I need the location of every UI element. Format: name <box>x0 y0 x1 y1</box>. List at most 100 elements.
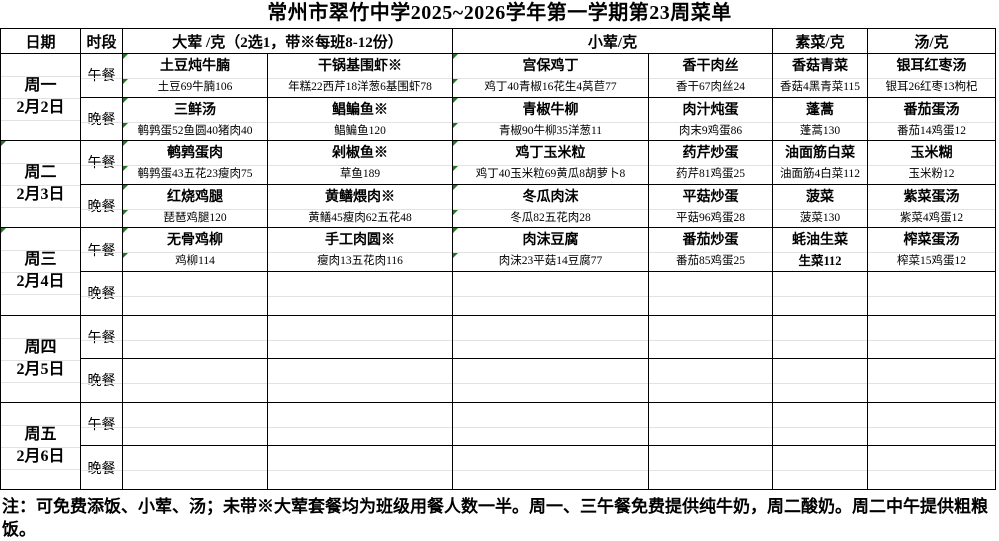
dish-cell[interactable] <box>123 359 268 403</box>
dish-cell[interactable]: 蓬蒿 蓬蒿130 <box>773 97 868 142</box>
dish-detail: 香菇4黑青菜115 <box>779 81 861 93</box>
dish-cell[interactable] <box>649 271 773 316</box>
dish-cell[interactable] <box>123 271 268 316</box>
dish-cell[interactable] <box>649 315 773 360</box>
meal-label: 晚餐 <box>87 374 116 390</box>
col-header-tang[interactable]: 汤/克 <box>868 29 996 54</box>
dish-cell[interactable]: 银耳红枣汤 银耳26红枣13枸杞 <box>868 54 996 98</box>
dish-cell[interactable] <box>123 315 268 360</box>
dish-cell[interactable] <box>268 271 453 316</box>
dish-cell[interactable] <box>268 359 453 403</box>
dish-cell[interactable] <box>649 446 773 490</box>
dish-cell[interactable]: 无骨鸡柳 鸡柳114 <box>123 228 268 272</box>
dish-cell[interactable] <box>868 359 996 403</box>
dish-cell[interactable] <box>268 315 453 360</box>
dish-cell[interactable]: 红烧鸡腿 琵琶鸡腿120 <box>123 184 268 229</box>
dish-cell[interactable]: 干锅基围虾※ 年糕22西芹18洋葱6基围虾78 <box>268 54 453 98</box>
date-cell[interactable]: 周一 2月2日 <box>1 54 81 142</box>
col-header-date[interactable]: 日期 <box>1 29 81 54</box>
date-cell[interactable]: 周四 2月5日 <box>1 315 81 403</box>
meal-label: 晚餐 <box>87 200 116 216</box>
dish-cell[interactable]: 青椒牛柳 青椒90牛柳35洋葱11 <box>453 97 649 142</box>
meal-cell[interactable]: 晚餐 <box>81 97 123 142</box>
dish-cell[interactable]: 肉汁炖蛋 肉末9鸡蛋86 <box>649 97 773 142</box>
dish-cell[interactable]: 油面筋白菜 油面筋4白菜112 <box>773 141 868 185</box>
dish-cell[interactable]: 黄鳝煨肉※ 黄鳝45瘦肉62五花48 <box>268 184 453 229</box>
dish-detail <box>123 383 267 401</box>
dish-cell[interactable]: 三鲜汤 鹌鹑蛋52鱼圆40猪肉40 <box>123 97 268 142</box>
meal-cell[interactable]: 午餐 <box>81 402 123 447</box>
dish-cell[interactable] <box>868 271 996 316</box>
dish-cell[interactable]: 香菇青菜 香菇4黑青菜115 <box>773 54 868 98</box>
meal-cell[interactable]: 晚餐 <box>81 271 123 316</box>
dish-cell[interactable]: 玉米糊 玉米粉12 <box>868 141 996 185</box>
dish-cell[interactable] <box>773 271 868 316</box>
dish-cell[interactable] <box>773 446 868 490</box>
dish-detail: 黄鳝45瘦肉62五花48 <box>308 211 412 224</box>
dish-name <box>123 272 267 296</box>
dish-cell[interactable] <box>123 402 268 447</box>
dish-cell[interactable]: 鲳鳊鱼※ 鲳鳊鱼120 <box>268 97 453 142</box>
dish-cell[interactable] <box>453 271 649 316</box>
col-header-time[interactable]: 时段 <box>81 29 123 54</box>
dish-cell[interactable] <box>268 446 453 490</box>
dish-cell[interactable]: 土豆炖牛腩 土豆69牛腩106 <box>123 54 268 98</box>
meal-cell[interactable]: 午餐 <box>81 54 123 98</box>
dish-cell[interactable] <box>868 315 996 360</box>
dish-name: 黄鳝煨肉※ <box>325 189 395 205</box>
dish-cell[interactable]: 香干肉丝 香干67肉丝24 <box>649 54 773 98</box>
dish-cell[interactable]: 冬瓜肉沫 冬瓜82五花肉28 <box>453 184 649 229</box>
meal-label: 晚餐 <box>87 461 116 477</box>
dish-cell[interactable]: 紫菜蛋汤 紫菜4鸡蛋12 <box>868 184 996 229</box>
col-header-dahun[interactable]: 大荤 /克（2选1，带※每班8-12份） <box>123 29 453 54</box>
date-cell[interactable]: 周二 2月3日 <box>1 141 81 229</box>
meal-cell[interactable]: 午餐 <box>81 315 123 360</box>
dish-cell[interactable] <box>453 359 649 403</box>
date-cell[interactable]: 周三 2月4日 <box>1 228 81 316</box>
dish-cell[interactable] <box>453 315 649 360</box>
dish-cell[interactable]: 手工肉圆※ 瘦肉13五花肉116 <box>268 228 453 272</box>
dish-name <box>773 403 867 427</box>
dish-cell[interactable] <box>453 446 649 490</box>
dish-cell[interactable]: 菠菜 菠菜130 <box>773 184 868 229</box>
dish-cell[interactable]: 番茄炒蛋 番茄85鸡蛋25 <box>649 228 773 272</box>
meal-cell[interactable]: 午餐 <box>81 228 123 272</box>
dish-cell[interactable]: 药芹炒蛋 药芹81鸡蛋25 <box>649 141 773 185</box>
day-label: 周五 <box>24 425 57 443</box>
dish-cell[interactable] <box>268 402 453 447</box>
dish-cell[interactable] <box>773 402 868 447</box>
dish-detail: 油面筋4白菜112 <box>779 168 861 181</box>
gridline <box>1 337 80 339</box>
dish-cell[interactable]: 平菇炒蛋 平菇96鸡蛋28 <box>649 184 773 229</box>
dish-detail <box>773 383 867 401</box>
dish-cell[interactable] <box>868 446 996 490</box>
dish-cell[interactable]: 肉沫豆腐 肉沫23平菇14豆腐77 <box>453 228 649 272</box>
dish-cell[interactable]: 剁椒鱼※ 草鱼189 <box>268 141 453 185</box>
dish-cell[interactable]: 鸡丁玉米粒 鸡丁40玉米粒69黄瓜8胡萝卜8 <box>453 141 649 185</box>
dish-detail: 鸡丁40青椒16花生4莴苣77 <box>484 81 617 93</box>
meal-cell[interactable]: 午餐 <box>81 141 123 185</box>
dish-cell[interactable] <box>773 315 868 360</box>
col-header-xiaohun[interactable]: 小荤/克 <box>453 29 773 54</box>
dish-cell[interactable]: 番茄蛋汤 番茄14鸡蛋12 <box>868 97 996 142</box>
dish-cell[interactable]: 蚝油生菜 生菜112 <box>773 228 868 272</box>
date-cell[interactable]: 周五 2月6日 <box>1 402 81 490</box>
dish-cell[interactable] <box>649 359 773 403</box>
dish-cell[interactable]: 鹌鹑蛋肉 鹌鹑蛋43五花23瘦肉75 <box>123 141 268 185</box>
dish-detail <box>123 340 267 358</box>
dish-name: 干锅基围虾※ <box>318 59 402 74</box>
dish-cell[interactable] <box>123 446 268 490</box>
meal-cell[interactable]: 晚餐 <box>81 446 123 490</box>
meal-cell[interactable]: 晚餐 <box>81 359 123 403</box>
error-indicator-triangle-icon <box>453 253 458 259</box>
dish-detail <box>649 470 772 488</box>
dish-cell[interactable]: 榨菜蛋汤 榨菜15鸡蛋12 <box>868 228 996 272</box>
dish-cell[interactable]: 宫保鸡丁 鸡丁40青椒16花生4莴苣77 <box>453 54 649 98</box>
dish-cell[interactable] <box>773 359 868 403</box>
dish-cell[interactable] <box>649 402 773 447</box>
col-header-sucai[interactable]: 素菜/克 <box>773 29 868 54</box>
meal-cell[interactable]: 晚餐 <box>81 184 123 229</box>
dish-cell[interactable] <box>453 402 649 447</box>
gridline <box>1 250 80 252</box>
dish-cell[interactable] <box>868 402 996 447</box>
